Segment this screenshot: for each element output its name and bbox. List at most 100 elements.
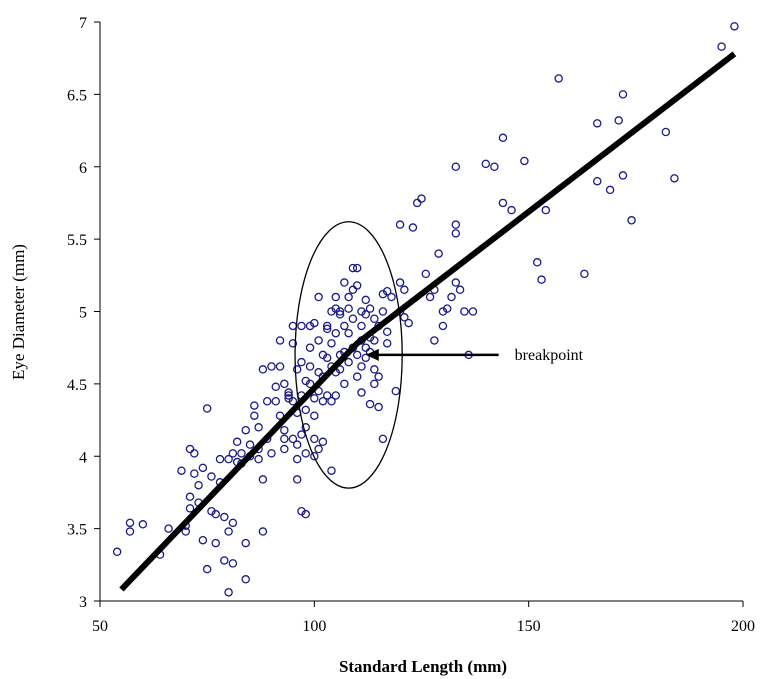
data-point xyxy=(318,437,328,447)
data-point xyxy=(361,353,371,363)
data-point xyxy=(190,449,199,458)
data-point xyxy=(164,524,173,533)
data-point xyxy=(361,310,371,319)
data-point xyxy=(112,547,122,557)
data-point xyxy=(305,321,315,331)
y-tick-label: 3.5 xyxy=(67,522,87,539)
data-point xyxy=(357,307,366,316)
data-point xyxy=(335,310,345,319)
data-point xyxy=(271,382,281,392)
data-point xyxy=(404,318,413,328)
data-point xyxy=(417,194,426,203)
data-point xyxy=(498,133,508,143)
data-point xyxy=(322,353,332,363)
data-point xyxy=(275,336,285,345)
data-point xyxy=(288,434,298,444)
data-point xyxy=(661,127,671,137)
data-point xyxy=(280,379,289,389)
data-point xyxy=(284,388,293,397)
data-point xyxy=(314,292,323,302)
data-point xyxy=(490,162,499,171)
data-point xyxy=(181,527,190,536)
data-point xyxy=(125,527,135,536)
data-point xyxy=(275,411,285,420)
data-point xyxy=(430,336,439,345)
data-point xyxy=(297,430,306,439)
data-point xyxy=(224,454,233,464)
data-point xyxy=(627,216,636,225)
data-point xyxy=(348,263,358,273)
data-point xyxy=(284,391,293,400)
data-point xyxy=(267,449,276,458)
data-point xyxy=(352,372,362,381)
data-point xyxy=(520,156,529,166)
data-point xyxy=(301,423,311,432)
data-point xyxy=(593,119,602,128)
data-point xyxy=(395,278,405,287)
data-point xyxy=(297,321,306,331)
data-point xyxy=(382,327,392,337)
y-tick-label: 6 xyxy=(79,160,87,177)
data-point xyxy=(224,588,233,597)
y-tick-label: 4.5 xyxy=(67,377,87,394)
y-tick-label: 3 xyxy=(79,594,87,611)
data-point xyxy=(408,223,418,232)
data-point xyxy=(618,90,628,99)
data-point xyxy=(382,339,392,348)
data-point xyxy=(190,469,199,478)
data-point xyxy=(442,304,452,313)
x-tick-label: 150 xyxy=(517,618,541,635)
data-point xyxy=(177,466,186,475)
data-point xyxy=(305,343,315,352)
data-point xyxy=(185,444,195,454)
data-point xyxy=(185,492,195,502)
data-point xyxy=(280,444,289,454)
data-point xyxy=(451,229,461,238)
data-point xyxy=(537,275,546,284)
data-point xyxy=(194,480,203,490)
data-point xyxy=(207,472,216,481)
data-point xyxy=(228,449,238,458)
x-tick-label: 50 xyxy=(92,618,108,635)
data-point xyxy=(322,391,332,400)
data-point xyxy=(322,321,332,331)
data-point xyxy=(254,423,263,432)
data-point xyxy=(447,292,456,302)
data-point xyxy=(614,116,623,125)
data-point xyxy=(267,362,276,371)
data-point xyxy=(185,504,195,513)
data-point xyxy=(202,404,212,413)
data-point xyxy=(327,396,336,406)
data-point xyxy=(357,388,366,397)
data-point xyxy=(352,350,362,360)
data-point xyxy=(322,324,332,334)
data-point xyxy=(301,449,311,458)
data-point xyxy=(280,434,289,444)
y-tick-label: 7 xyxy=(79,15,87,32)
data-point xyxy=(258,475,268,484)
data-point xyxy=(138,520,148,529)
data-point xyxy=(237,449,246,458)
data-point xyxy=(310,411,319,420)
data-point xyxy=(314,336,323,345)
y-tick-label: 4 xyxy=(79,449,87,466)
data-point xyxy=(412,198,422,208)
data-point xyxy=(331,328,341,338)
data-point xyxy=(241,575,250,584)
data-point xyxy=(395,220,405,229)
data-point xyxy=(352,281,362,290)
data-point xyxy=(717,42,726,51)
data-point xyxy=(215,454,225,464)
data-point xyxy=(305,379,315,389)
data-point xyxy=(335,365,345,374)
data-point xyxy=(378,307,388,316)
fit-line-layer xyxy=(119,51,737,592)
data-point xyxy=(310,394,319,403)
data-point xyxy=(220,512,229,522)
data-point xyxy=(344,304,353,313)
data-point xyxy=(211,509,220,519)
data-point xyxy=(254,454,263,464)
data-point xyxy=(532,258,542,267)
data-point xyxy=(361,295,371,305)
data-point xyxy=(262,396,272,406)
